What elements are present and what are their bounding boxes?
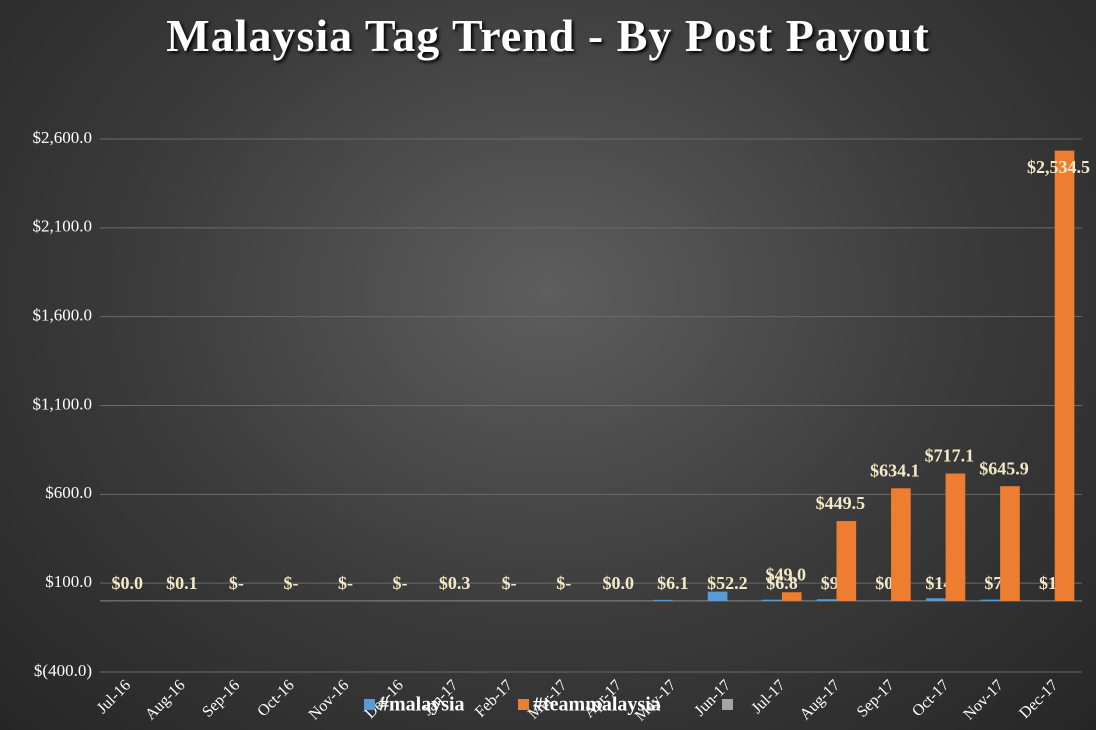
bar	[945, 473, 966, 601]
bar	[1054, 150, 1075, 601]
bar	[1000, 486, 1020, 601]
data-label: $-	[502, 573, 517, 593]
data-label: $0.3	[439, 573, 471, 593]
legend-swatch	[364, 699, 375, 710]
x-tick-label: Jul-17	[748, 677, 788, 717]
y-tick-label: $600.0	[45, 483, 92, 502]
data-label: $0.0	[603, 573, 635, 593]
bar	[707, 591, 728, 601]
bar	[762, 599, 782, 601]
data-label: $-	[338, 573, 353, 593]
data-label: $717.1	[925, 446, 975, 466]
data-label: $2,534.5	[1027, 157, 1090, 177]
y-tick-label: $2,600.0	[33, 128, 93, 147]
x-tick-label: Aug-16	[142, 677, 189, 724]
x-tick-label: Jun-17	[691, 677, 734, 720]
x-tick-label: Oct-16	[254, 677, 297, 720]
bar	[781, 592, 802, 601]
legend-swatch	[722, 699, 733, 710]
x-tick-label: Aug-17	[797, 677, 844, 724]
bar	[816, 599, 837, 601]
y-tick-label: $(400.0)	[34, 661, 92, 680]
data-label: $0.0	[112, 573, 144, 593]
data-label: $645.9	[979, 458, 1029, 478]
bar	[925, 598, 946, 601]
bar	[980, 599, 1001, 601]
bar	[836, 521, 857, 601]
y-tick-label: $1,600.0	[33, 306, 93, 325]
bar	[891, 488, 911, 601]
data-label: $0.1	[166, 573, 198, 593]
chart-title: Malaysia Tag Trend - By Post Payout	[166, 10, 930, 61]
x-tick-label: Dec-17	[1016, 677, 1061, 722]
data-label: $-	[229, 573, 244, 593]
x-tick-label: Sep-17	[854, 677, 898, 721]
data-label: $634.1	[870, 460, 920, 480]
x-tick-label: Nov-16	[306, 677, 353, 724]
x-tick-label: Feb-17	[472, 677, 516, 721]
data-label: $52.2	[707, 573, 748, 593]
data-label: $-	[393, 573, 408, 593]
data-label: $6.1	[657, 573, 689, 593]
bar	[653, 599, 673, 601]
data-label: $49.0	[766, 564, 807, 584]
y-tick-label: $2,100.0	[33, 217, 93, 236]
data-label: $449.5	[816, 493, 866, 513]
x-tick-label: Sep-16	[199, 677, 243, 721]
y-tick-label: $1,100.0	[33, 394, 93, 413]
x-tick-label: Oct-17	[909, 677, 952, 720]
data-label: $6.8	[766, 573, 798, 593]
legend-swatch	[518, 699, 529, 710]
legend-label: #teammalaysia	[533, 694, 661, 716]
y-tick-label: $100.0	[45, 572, 92, 591]
legend-label: #malaysia	[379, 694, 465, 716]
x-tick-label: Nov-17	[960, 677, 1007, 724]
data-label: $-	[283, 573, 298, 593]
data-label: $-	[556, 573, 571, 593]
x-tick-label: Jul-16	[94, 677, 134, 717]
